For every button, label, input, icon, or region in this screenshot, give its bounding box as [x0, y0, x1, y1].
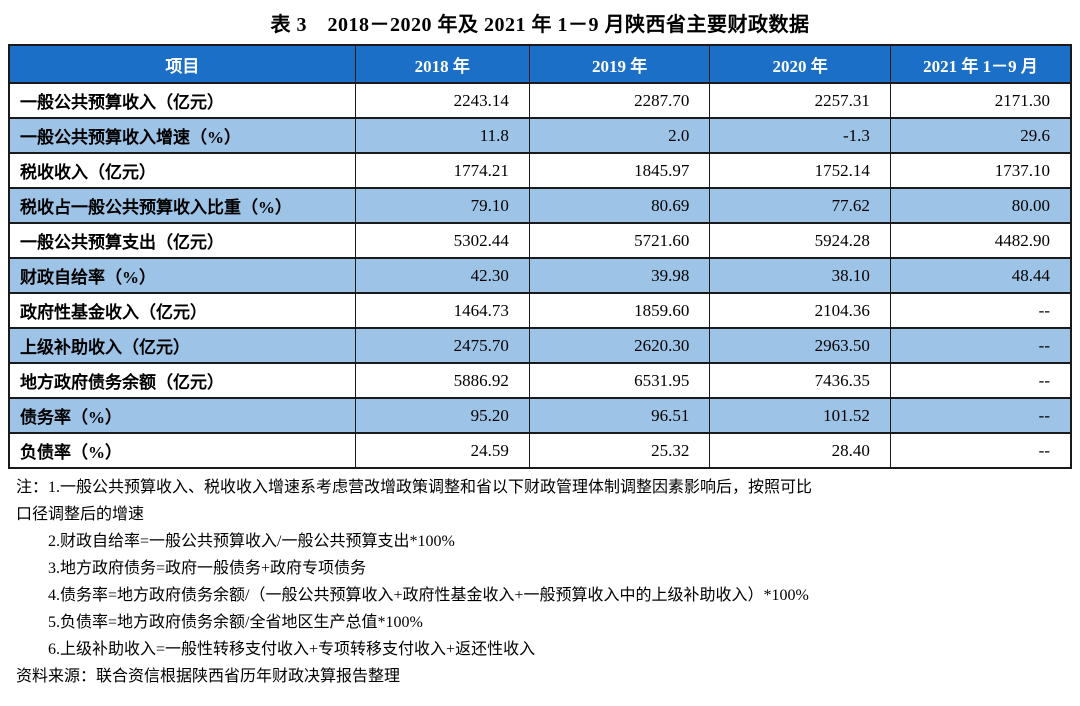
header-2021-1-9: 2021 年 1－9 月: [889, 44, 1072, 84]
note-line: 2.财政自给率=一般公共预算收入/一般公共预算支出*100%: [48, 533, 455, 550]
cell-value: 38.10: [709, 257, 891, 294]
table-row: 税收占一般公共预算收入比重（%） 79.10 80.69 77.62 80.00: [8, 187, 1072, 224]
row-label: 税收占一般公共预算收入比重（%）: [8, 187, 356, 224]
cell-value: 2104.36: [709, 292, 891, 329]
note-line: 注：1.一般公共预算收入、税收收入增速系考虑营改增政策调整和省以下财政管理体制调…: [16, 479, 813, 496]
cell-value: 1774.21: [354, 152, 530, 189]
table-row: 上级补助收入（亿元） 2475.70 2620.30 2963.50 --: [8, 327, 1072, 364]
cell-value: 6531.95: [528, 362, 711, 399]
cell-value: 5886.92: [354, 362, 530, 399]
header-item: 项目: [8, 44, 356, 84]
cell-value: 1845.97: [528, 152, 711, 189]
table-header-row: 项目 2018 年 2019 年 2020 年 2021 年 1－9 月: [8, 44, 1072, 84]
row-label: 政府性基金收入（亿元）: [8, 292, 356, 329]
cell-value: --: [889, 397, 1072, 434]
cell-value: 4482.90: [889, 222, 1072, 259]
row-label: 财政自给率（%）: [8, 257, 356, 294]
cell-value: 95.20: [354, 397, 530, 434]
row-label: 地方政府债务余额（亿元）: [8, 362, 356, 399]
table-row: 一般公共预算支出（亿元） 5302.44 5721.60 5924.28 4482.90: [8, 222, 1072, 259]
cell-value: 2475.70: [354, 327, 530, 364]
cell-value: 25.32: [528, 432, 711, 469]
cell-value: 2620.30: [528, 327, 711, 364]
cell-value: 2171.30: [889, 82, 1072, 119]
cell-value: 80.69: [528, 187, 711, 224]
cell-value: 24.59: [354, 432, 530, 469]
table-row: 债务率（%） 95.20 96.51 101.52 --: [8, 397, 1072, 434]
cell-value: --: [889, 432, 1072, 469]
cell-value: -1.3: [709, 117, 891, 154]
cell-value: 1859.60: [528, 292, 711, 329]
report-page: 表 3 2018－2020 年及 2021 年 1－9 月陕西省主要财政数据 项…: [8, 14, 1072, 690]
table-body: 一般公共预算收入（亿元） 2243.14 2287.70 2257.31 2171.30…: [8, 82, 1072, 469]
header-2019: 2019 年: [528, 44, 711, 84]
table-row: 政府性基金收入（亿元） 1464.73 1859.60 2104.36 --: [8, 292, 1072, 329]
fiscal-data-table: 项目 2018 年 2019 年 2020 年 2021 年 1－9 月 一般公…: [8, 44, 1072, 469]
cell-value: 1464.73: [354, 292, 530, 329]
row-label: 税收收入（亿元）: [8, 152, 356, 189]
note-line: 口径调整后的增速: [16, 506, 145, 523]
row-label: 一般公共预算收入增速（%）: [8, 117, 356, 154]
cell-value: 2287.70: [528, 82, 711, 119]
row-label: 负债率（%）: [8, 432, 356, 469]
table-row: 地方政府债务余额（亿元） 5886.92 6531.95 7436.35 --: [8, 362, 1072, 399]
cell-value: 2243.14: [354, 82, 530, 119]
row-label: 一般公共预算支出（亿元）: [8, 222, 356, 259]
cell-value: 7436.35: [709, 362, 891, 399]
cell-value: 5302.44: [354, 222, 530, 259]
cell-value: 1737.10: [889, 152, 1072, 189]
cell-value: 2.0: [528, 117, 711, 154]
note-line: 6.上级补助收入=一般性转移支付收入+专项转移支付收入+返还性收入: [48, 641, 536, 658]
cell-value: 96.51: [528, 397, 711, 434]
table-row: 财政自给率（%） 42.30 39.98 38.10 48.44: [8, 257, 1072, 294]
cell-value: 101.52: [709, 397, 891, 434]
cell-value: 79.10: [354, 187, 530, 224]
cell-value: 29.6: [889, 117, 1072, 154]
note-line: 3.地方政府债务=政府一般债务+政府专项债务: [48, 560, 367, 577]
row-label: 上级补助收入（亿元）: [8, 327, 356, 364]
cell-value: 2963.50: [709, 327, 891, 364]
notes: 注：1.一般公共预算收入、税收收入增速系考虑营改增政策调整和省以下财政管理体制调…: [8, 469, 1072, 690]
cell-value: 5721.60: [528, 222, 711, 259]
note-line: 5.负债率=地方政府债务余额/全省地区生产总值*100%: [48, 614, 423, 631]
cell-value: 80.00: [889, 187, 1072, 224]
cell-value: 77.62: [709, 187, 891, 224]
table-row: 负债率（%） 24.59 25.32 28.40 --: [8, 432, 1072, 469]
note-line: 4.债务率=地方政府债务余额/（一般公共预算收入+政府性基金收入+一般预算收入中…: [48, 587, 809, 604]
note-line: 资料来源：联合资信根据陕西省历年财政决算报告整理: [16, 668, 401, 685]
cell-value: 42.30: [354, 257, 530, 294]
cell-value: 2257.31: [709, 82, 891, 119]
cell-value: 5924.28: [709, 222, 891, 259]
cell-value: 39.98: [528, 257, 711, 294]
cell-value: 11.8: [354, 117, 530, 154]
table-row: 一般公共预算收入（亿元） 2243.14 2287.70 2257.31 2171.30: [8, 82, 1072, 119]
header-2018: 2018 年: [354, 44, 530, 84]
table-row: 税收收入（亿元） 1774.21 1845.97 1752.14 1737.10: [8, 152, 1072, 189]
cell-value: --: [889, 362, 1072, 399]
cell-value: --: [889, 292, 1072, 329]
table-row: 一般公共预算收入增速（%） 11.8 2.0 -1.3 29.6: [8, 117, 1072, 154]
cell-value: 48.44: [889, 257, 1072, 294]
cell-value: --: [889, 327, 1072, 364]
cell-value: 1752.14: [709, 152, 891, 189]
header-2020: 2020 年: [709, 44, 891, 84]
table-title: 表 3 2018－2020 年及 2021 年 1－9 月陕西省主要财政数据: [270, 14, 810, 36]
row-label: 一般公共预算收入（亿元）: [8, 82, 356, 119]
row-label: 债务率（%）: [8, 397, 356, 434]
cell-value: 28.40: [709, 432, 891, 469]
